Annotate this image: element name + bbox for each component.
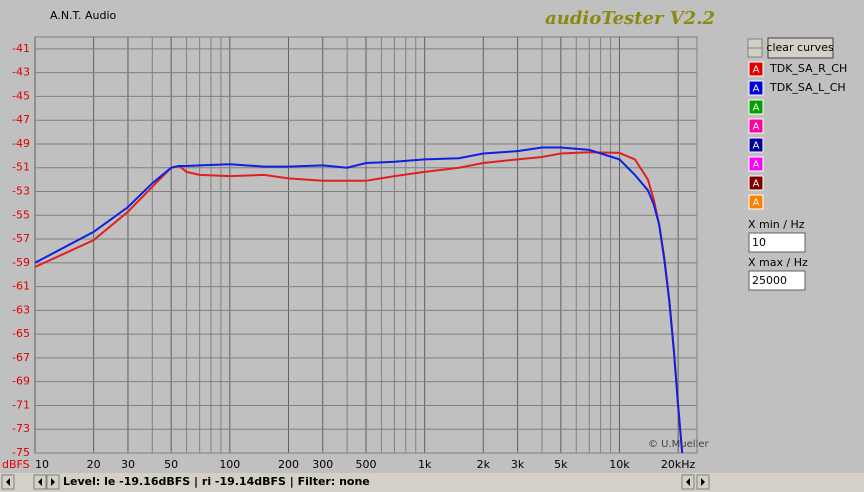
curve-slot-label[interactable]: A — [753, 122, 760, 133]
curve-slot-label[interactable]: A — [753, 103, 760, 114]
y-tick-label: -53 — [12, 185, 30, 198]
xmin-label: X min / Hz — [748, 218, 805, 231]
x-tick-label: 5k — [554, 458, 568, 471]
curve-slot-label[interactable]: A — [753, 198, 760, 209]
xmax-label: X max / Hz — [748, 256, 808, 269]
vendor: A.N.T. Audio — [50, 9, 116, 22]
clear-button-label[interactable]: clear curves — [766, 41, 833, 54]
x-tick-label: 10 — [35, 458, 49, 471]
y-tick-label: -69 — [12, 375, 30, 388]
curve-slot-label[interactable]: A — [753, 65, 760, 76]
arrow — [38, 478, 42, 486]
curve-slot-label[interactable]: A — [753, 160, 760, 171]
curve-slot-label[interactable]: A — [753, 84, 760, 95]
y-tick-label: -67 — [12, 351, 30, 364]
x-tick-label: 2k — [477, 458, 491, 471]
x-tick-label: 20kHz — [661, 458, 696, 471]
product-title: audioTester V2.2 — [545, 8, 715, 29]
xmin-input[interactable] — [748, 232, 806, 253]
legend-label: TDK_SA_L_CH — [769, 81, 846, 94]
x-tick-label: 3k — [511, 458, 525, 471]
y-tick-label: -51 — [12, 161, 30, 174]
clear-button[interactable] — [767, 37, 834, 59]
curve-slot[interactable] — [748, 80, 764, 96]
curve — [34, 146, 684, 454]
arrow — [6, 478, 10, 486]
y-tick-label: -59 — [12, 256, 30, 269]
x-tick-label: 20 — [87, 458, 101, 471]
xmax-input[interactable] — [748, 270, 806, 291]
xmax-value[interactable]: 25000 — [752, 274, 787, 287]
y-tick-label: -65 — [12, 327, 30, 340]
y-tick-label: -57 — [12, 232, 30, 245]
y-tick-label: -47 — [12, 113, 30, 126]
x-tick-label: 30 — [121, 458, 135, 471]
y-tick-label: -45 — [12, 89, 30, 102]
status-bar — [0, 473, 864, 492]
x-tick-label: 1k — [418, 458, 432, 471]
curve-slot[interactable] — [748, 118, 764, 134]
y-tick-label: -73 — [12, 422, 30, 435]
x-tick-label: 200 — [278, 458, 299, 471]
curve-slot[interactable] — [748, 137, 764, 153]
y-axis-label: dBFS — [2, 458, 30, 471]
x-tick-label: 100 — [219, 458, 240, 471]
curve-slot[interactable] — [748, 156, 764, 172]
curve-slot[interactable] — [748, 61, 764, 77]
y-tick-label: -63 — [12, 303, 30, 316]
curve-slot[interactable] — [748, 194, 764, 210]
y-tick-label: -75 — [12, 446, 30, 459]
curve-slot[interactable] — [748, 175, 764, 191]
curve-slot-label[interactable]: A — [753, 141, 760, 152]
y-tick-label: -61 — [12, 280, 30, 293]
spin-down[interactable] — [747, 47, 763, 58]
y-tick-label: -71 — [12, 398, 30, 411]
copyright: © U.Mueller — [648, 439, 710, 450]
curve-slot-label[interactable]: A — [753, 179, 760, 190]
y-tick-label: -43 — [12, 66, 30, 79]
xmin-value[interactable]: 10 — [752, 236, 766, 249]
x-tick-label: 500 — [356, 458, 377, 471]
x-tick-label: 50 — [164, 458, 178, 471]
y-tick-label: -41 — [12, 42, 30, 55]
arrow — [686, 478, 690, 486]
curve-slot[interactable] — [748, 99, 764, 115]
x-tick-label: 10k — [609, 458, 630, 471]
legend-label: TDK_SA_R_CH — [769, 62, 847, 75]
y-tick-label: -49 — [12, 137, 30, 150]
arrow — [701, 478, 705, 486]
status-text: Level: le -19.16dBFS | ri -19.14dBFS | F… — [63, 475, 370, 488]
spin-up[interactable] — [747, 38, 763, 49]
y-tick-label: -55 — [12, 208, 30, 221]
x-tick-label: 300 — [312, 458, 333, 471]
arrow — [51, 478, 55, 486]
